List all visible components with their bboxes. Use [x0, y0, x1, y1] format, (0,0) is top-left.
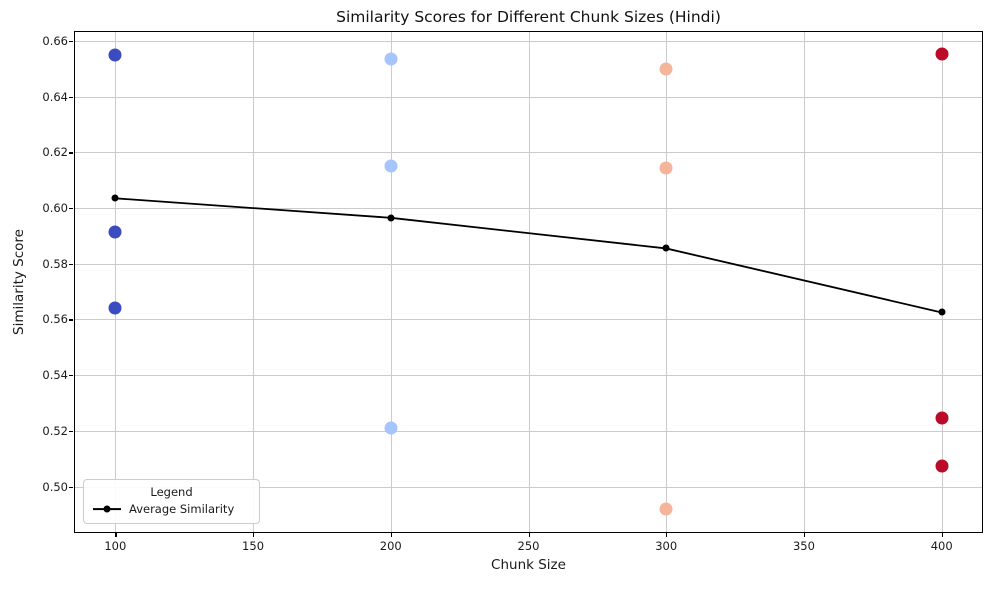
average-line-point [662, 244, 670, 252]
y-tick-mark [69, 375, 73, 377]
y-tick-mark [69, 152, 73, 154]
x-tick-label: 400 [930, 539, 953, 553]
x-gridline [666, 31, 668, 533]
legend-item-label: Average Similarity [129, 502, 235, 516]
chart-title: Similarity Scores for Different Chunk Si… [336, 8, 721, 26]
y-tick-mark [69, 430, 73, 432]
legend-dot-glyph [103, 505, 111, 513]
x-tick-mark [803, 533, 806, 537]
y-tick-mark [69, 41, 73, 43]
scatter-point-chunk-size-200 [384, 421, 398, 435]
y-tick-label: 0.66 [42, 34, 68, 49]
x-tick-mark [666, 533, 668, 537]
x-tick-mark [253, 533, 255, 537]
scatter-point-chunk-size-200 [384, 159, 398, 173]
scatter-point-chunk-size-100 [108, 301, 122, 315]
average-line-point [387, 214, 395, 222]
legend-title: Legend [150, 485, 193, 499]
x-gridline [941, 31, 943, 533]
y-gridline [74, 41, 983, 43]
x-gridline [390, 31, 392, 533]
x-tick-label: 150 [242, 539, 265, 553]
y-tick-mark [69, 96, 73, 98]
scatter-point-chunk-size-300 [659, 502, 673, 516]
y-tick-mark [69, 319, 73, 321]
x-tick-mark [941, 533, 943, 537]
y-gridline [74, 208, 983, 210]
scatter-point-chunk-size-200 [384, 52, 398, 66]
x-tick-mark [390, 533, 392, 537]
scatter-point-chunk-size-300 [659, 161, 673, 175]
y-gridline [74, 486, 983, 488]
y-tick-label: 0.62 [42, 145, 68, 160]
x-tick-label: 300 [655, 539, 678, 553]
average-line-marker-icon [93, 505, 121, 514]
y-tick-mark [69, 263, 73, 265]
scatter-point-chunk-size-100 [108, 48, 122, 62]
scatter-point-chunk-size-400 [935, 459, 949, 473]
x-tick-mark [528, 533, 530, 537]
y-tick-label: 0.54 [42, 368, 68, 383]
x-gridline [803, 31, 805, 533]
y-tick-label: 0.64 [42, 89, 68, 104]
y-gridline [74, 96, 983, 98]
y-tick-label: 0.58 [42, 256, 68, 271]
scatter-point-chunk-size-400 [935, 47, 949, 61]
x-tick-label: 200 [379, 539, 402, 553]
y-tick-label: 0.60 [42, 201, 68, 216]
scatter-point-chunk-size-400 [935, 411, 949, 425]
y-tick-label: 0.50 [42, 479, 68, 494]
y-gridline [74, 152, 983, 154]
y-tick-label: 0.56 [42, 312, 68, 327]
scatter-point-chunk-size-100 [108, 225, 122, 239]
x-tick-label: 350 [792, 539, 815, 553]
y-tick-mark [69, 208, 73, 210]
x-tick-mark [115, 533, 117, 537]
y-axis-label: Similarity Score [11, 229, 27, 335]
x-gridline [528, 31, 530, 533]
x-axis-label: Chunk Size [491, 557, 566, 573]
legend-item-average-similarity: Average Similarity [93, 502, 250, 516]
legend: Legend Average Similarity [83, 479, 260, 524]
average-line-point [938, 308, 946, 316]
y-gridline [74, 430, 983, 432]
y-gridline [74, 319, 983, 321]
average-line-point [111, 194, 119, 202]
x-tick-label: 250 [517, 539, 540, 553]
y-gridline [74, 375, 983, 377]
y-gridline [74, 263, 983, 265]
y-tick-mark [69, 486, 73, 488]
scatter-point-chunk-size-300 [659, 62, 673, 76]
plot-area [74, 31, 983, 533]
x-gridline [115, 31, 117, 533]
y-tick-label: 0.52 [42, 423, 68, 438]
average-similarity-line [115, 197, 942, 314]
x-gridline [253, 31, 255, 533]
x-tick-label: 100 [104, 539, 127, 553]
